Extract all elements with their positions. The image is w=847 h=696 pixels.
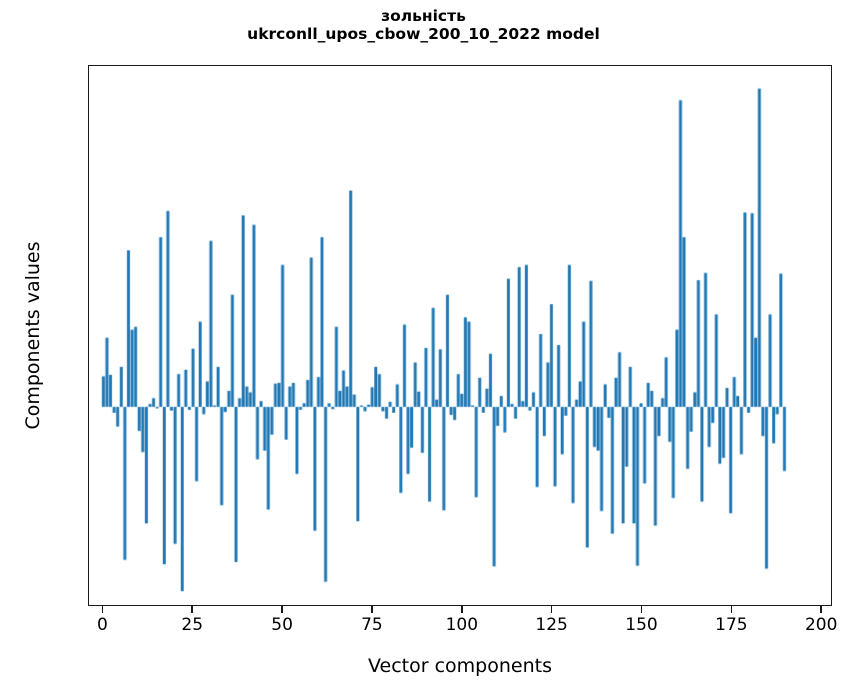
x-axis-label: Vector components xyxy=(368,655,552,677)
x-tick-mark xyxy=(281,606,283,613)
x-axis-ticks: 0 25 50 75 100 125 150 175 200 xyxy=(88,606,837,666)
y-axis-label: Components values xyxy=(22,241,44,430)
x-tick-mark xyxy=(191,606,193,613)
x-tick-mark xyxy=(730,606,733,613)
x-tick-mark xyxy=(820,606,822,613)
x-tick-mark xyxy=(550,606,553,613)
x-tick-label: 200 xyxy=(804,615,838,635)
x-tick-label: 150 xyxy=(625,615,658,635)
x-tick-label: 100 xyxy=(445,615,479,635)
plot-area xyxy=(88,65,832,606)
x-tick-label: 125 xyxy=(535,615,568,635)
chart-title-line-1: зольність xyxy=(381,7,466,25)
bar-chart-canvas xyxy=(89,66,831,605)
x-tick-label: 175 xyxy=(715,615,748,635)
chart-title-line-2: ukrconll_upos_cbow_200_10_2022 model xyxy=(247,24,600,43)
x-tick-mark xyxy=(371,606,373,613)
x-tick-label: 50 xyxy=(271,615,293,635)
x-tick-label: 75 xyxy=(361,615,383,635)
x-tick-label: 0 xyxy=(96,615,108,635)
x-tick-mark xyxy=(101,606,104,613)
x-tick-label: 25 xyxy=(181,615,204,635)
x-tick-mark xyxy=(640,606,643,613)
chart-title: зольність ukrconll_upos_cbow_200_10_2022… xyxy=(0,7,847,44)
x-tick-mark xyxy=(461,606,463,613)
